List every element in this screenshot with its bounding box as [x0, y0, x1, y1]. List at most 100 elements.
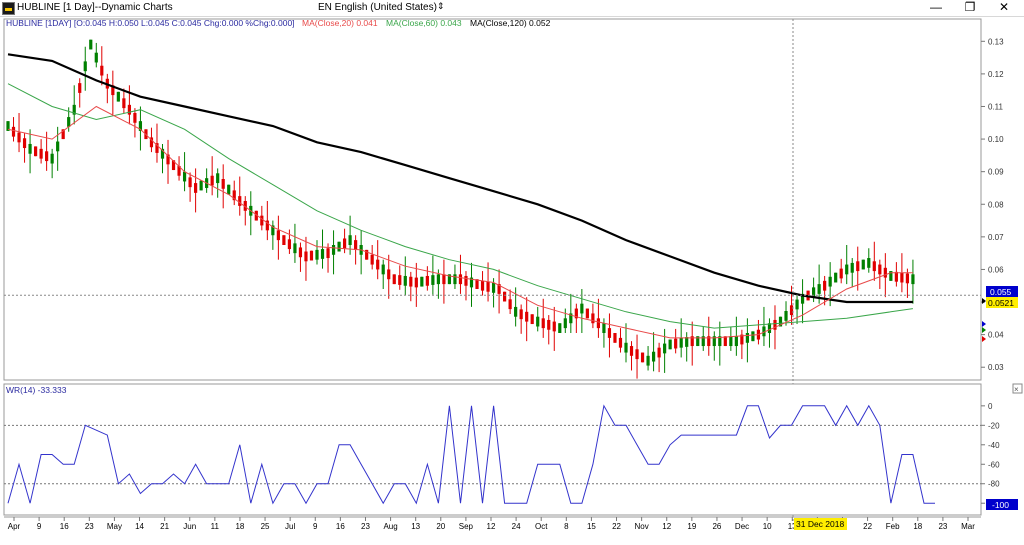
candle-body [514, 306, 518, 317]
candle-body [331, 245, 336, 255]
x-tick-label: 22 [863, 522, 872, 531]
candle-body [138, 121, 143, 131]
x-axis: Apr 9 16 23 May 14 21 Jun 11 18 25 Jul 9 16 23 Aug 13 20 S… [8, 517, 975, 531]
candle-body [491, 283, 496, 293]
candle-body [381, 264, 385, 275]
candle-body [800, 293, 805, 304]
x-tick-label: Oct [535, 522, 548, 531]
candles-group [6, 39, 915, 379]
x-tick-label: 19 [687, 522, 696, 531]
red-marker-icon [982, 336, 986, 342]
candle-body [387, 269, 391, 280]
x-tick-label: 23 [938, 522, 947, 531]
candle-body [580, 303, 584, 314]
candle-body [458, 274, 463, 285]
candle-body [773, 319, 777, 330]
price-tick-label: 0.03 [988, 363, 1004, 372]
candle-body [315, 249, 319, 260]
x-tick-label: Jun [183, 522, 196, 531]
x-tick-label: May [107, 522, 122, 531]
candle-body [370, 254, 374, 265]
candle-body [155, 143, 159, 153]
candle-body [789, 305, 794, 316]
language-switch-icon[interactable]: ⇕ [437, 1, 445, 11]
crosshair-date-label: 31 Dec 2018 [796, 519, 844, 529]
candle-body [629, 346, 634, 356]
ma20-label: MA(Close,20) 0.041 [302, 18, 378, 28]
price-tick-label: 0.04 [988, 331, 1004, 340]
language-selector[interactable]: EN English (United States) [318, 2, 437, 13]
candle-body [812, 287, 816, 298]
restore-button[interactable]: ❐ [964, 0, 976, 14]
candle-body [503, 291, 507, 302]
candle-body [177, 165, 181, 176]
candle-body [442, 274, 446, 285]
x-tick-label: 26 [712, 522, 721, 531]
candle-body [276, 230, 280, 241]
candle-body [480, 280, 485, 291]
x-tick-label: 21 [160, 522, 169, 531]
wr-close-icon[interactable] [1012, 383, 1023, 394]
candle-body [889, 271, 893, 281]
wr-tick-label: 0 [988, 402, 993, 411]
minimize-button[interactable]: — [930, 0, 942, 14]
candle-body [376, 259, 380, 270]
candle-body [199, 180, 203, 191]
wr-last-badge [986, 499, 1018, 510]
wr-tick-label: -80 [988, 480, 1000, 489]
candle-body [734, 336, 738, 347]
candle-body [122, 98, 126, 109]
candle-body [188, 177, 192, 188]
candle-body [861, 259, 865, 270]
price-tick-label: 0.06 [988, 265, 1004, 274]
candle-body [50, 153, 54, 164]
candle-body [767, 323, 772, 333]
candle-body [420, 276, 424, 287]
candle-body [89, 39, 93, 50]
candle-body [834, 272, 838, 283]
candle-body [640, 352, 645, 363]
candle-body [166, 154, 170, 165]
candle-body [718, 336, 722, 347]
x-tick-label: Mar [961, 522, 975, 531]
candle-body [398, 275, 402, 285]
candle-body [762, 326, 766, 337]
wr-line [7, 404, 935, 505]
wr-axis: 0-20-40-60-80-100 [981, 402, 1005, 508]
crosshair-date-badge [794, 518, 847, 530]
candle-body [464, 275, 468, 286]
candle-body [519, 309, 523, 320]
candle-body [232, 190, 236, 201]
candle-body [778, 316, 783, 327]
price-tick-label: 0.10 [988, 135, 1004, 144]
candle-body [425, 275, 429, 286]
candle-body [569, 313, 573, 324]
candle-body [171, 160, 176, 171]
x-tick-label: 17 [788, 522, 797, 531]
candle-body [221, 179, 225, 189]
cross-price-label: 0.0521 [988, 298, 1014, 308]
x-tick-label: 14 [135, 522, 144, 531]
candle-body [679, 337, 683, 348]
x-tick-label: Jul [285, 522, 295, 531]
chart-canvas[interactable]: 0.130.120.110.100.090.080.070.060.050.04… [0, 16, 1024, 545]
candle-body [149, 137, 154, 148]
candle-body [298, 247, 303, 258]
candle-body [254, 210, 258, 221]
x-tick-label: 20 [436, 522, 445, 531]
candle-body [685, 337, 689, 347]
x-tick-label: Nov [635, 522, 649, 531]
candle-body [78, 83, 82, 93]
candle-body [61, 129, 65, 140]
x-tick-label: 16 [336, 522, 345, 531]
candle-body [729, 336, 733, 347]
candle-body [911, 274, 915, 285]
close-button[interactable]: ✕ [998, 0, 1010, 14]
candle-body [392, 274, 396, 285]
last-price-badge [986, 286, 1018, 297]
candle-body [596, 318, 601, 329]
wr-reference-lines [4, 424, 981, 485]
candle-body [894, 271, 898, 282]
candle-body [238, 196, 242, 206]
last-price-label: 0.055 [990, 287, 1012, 297]
